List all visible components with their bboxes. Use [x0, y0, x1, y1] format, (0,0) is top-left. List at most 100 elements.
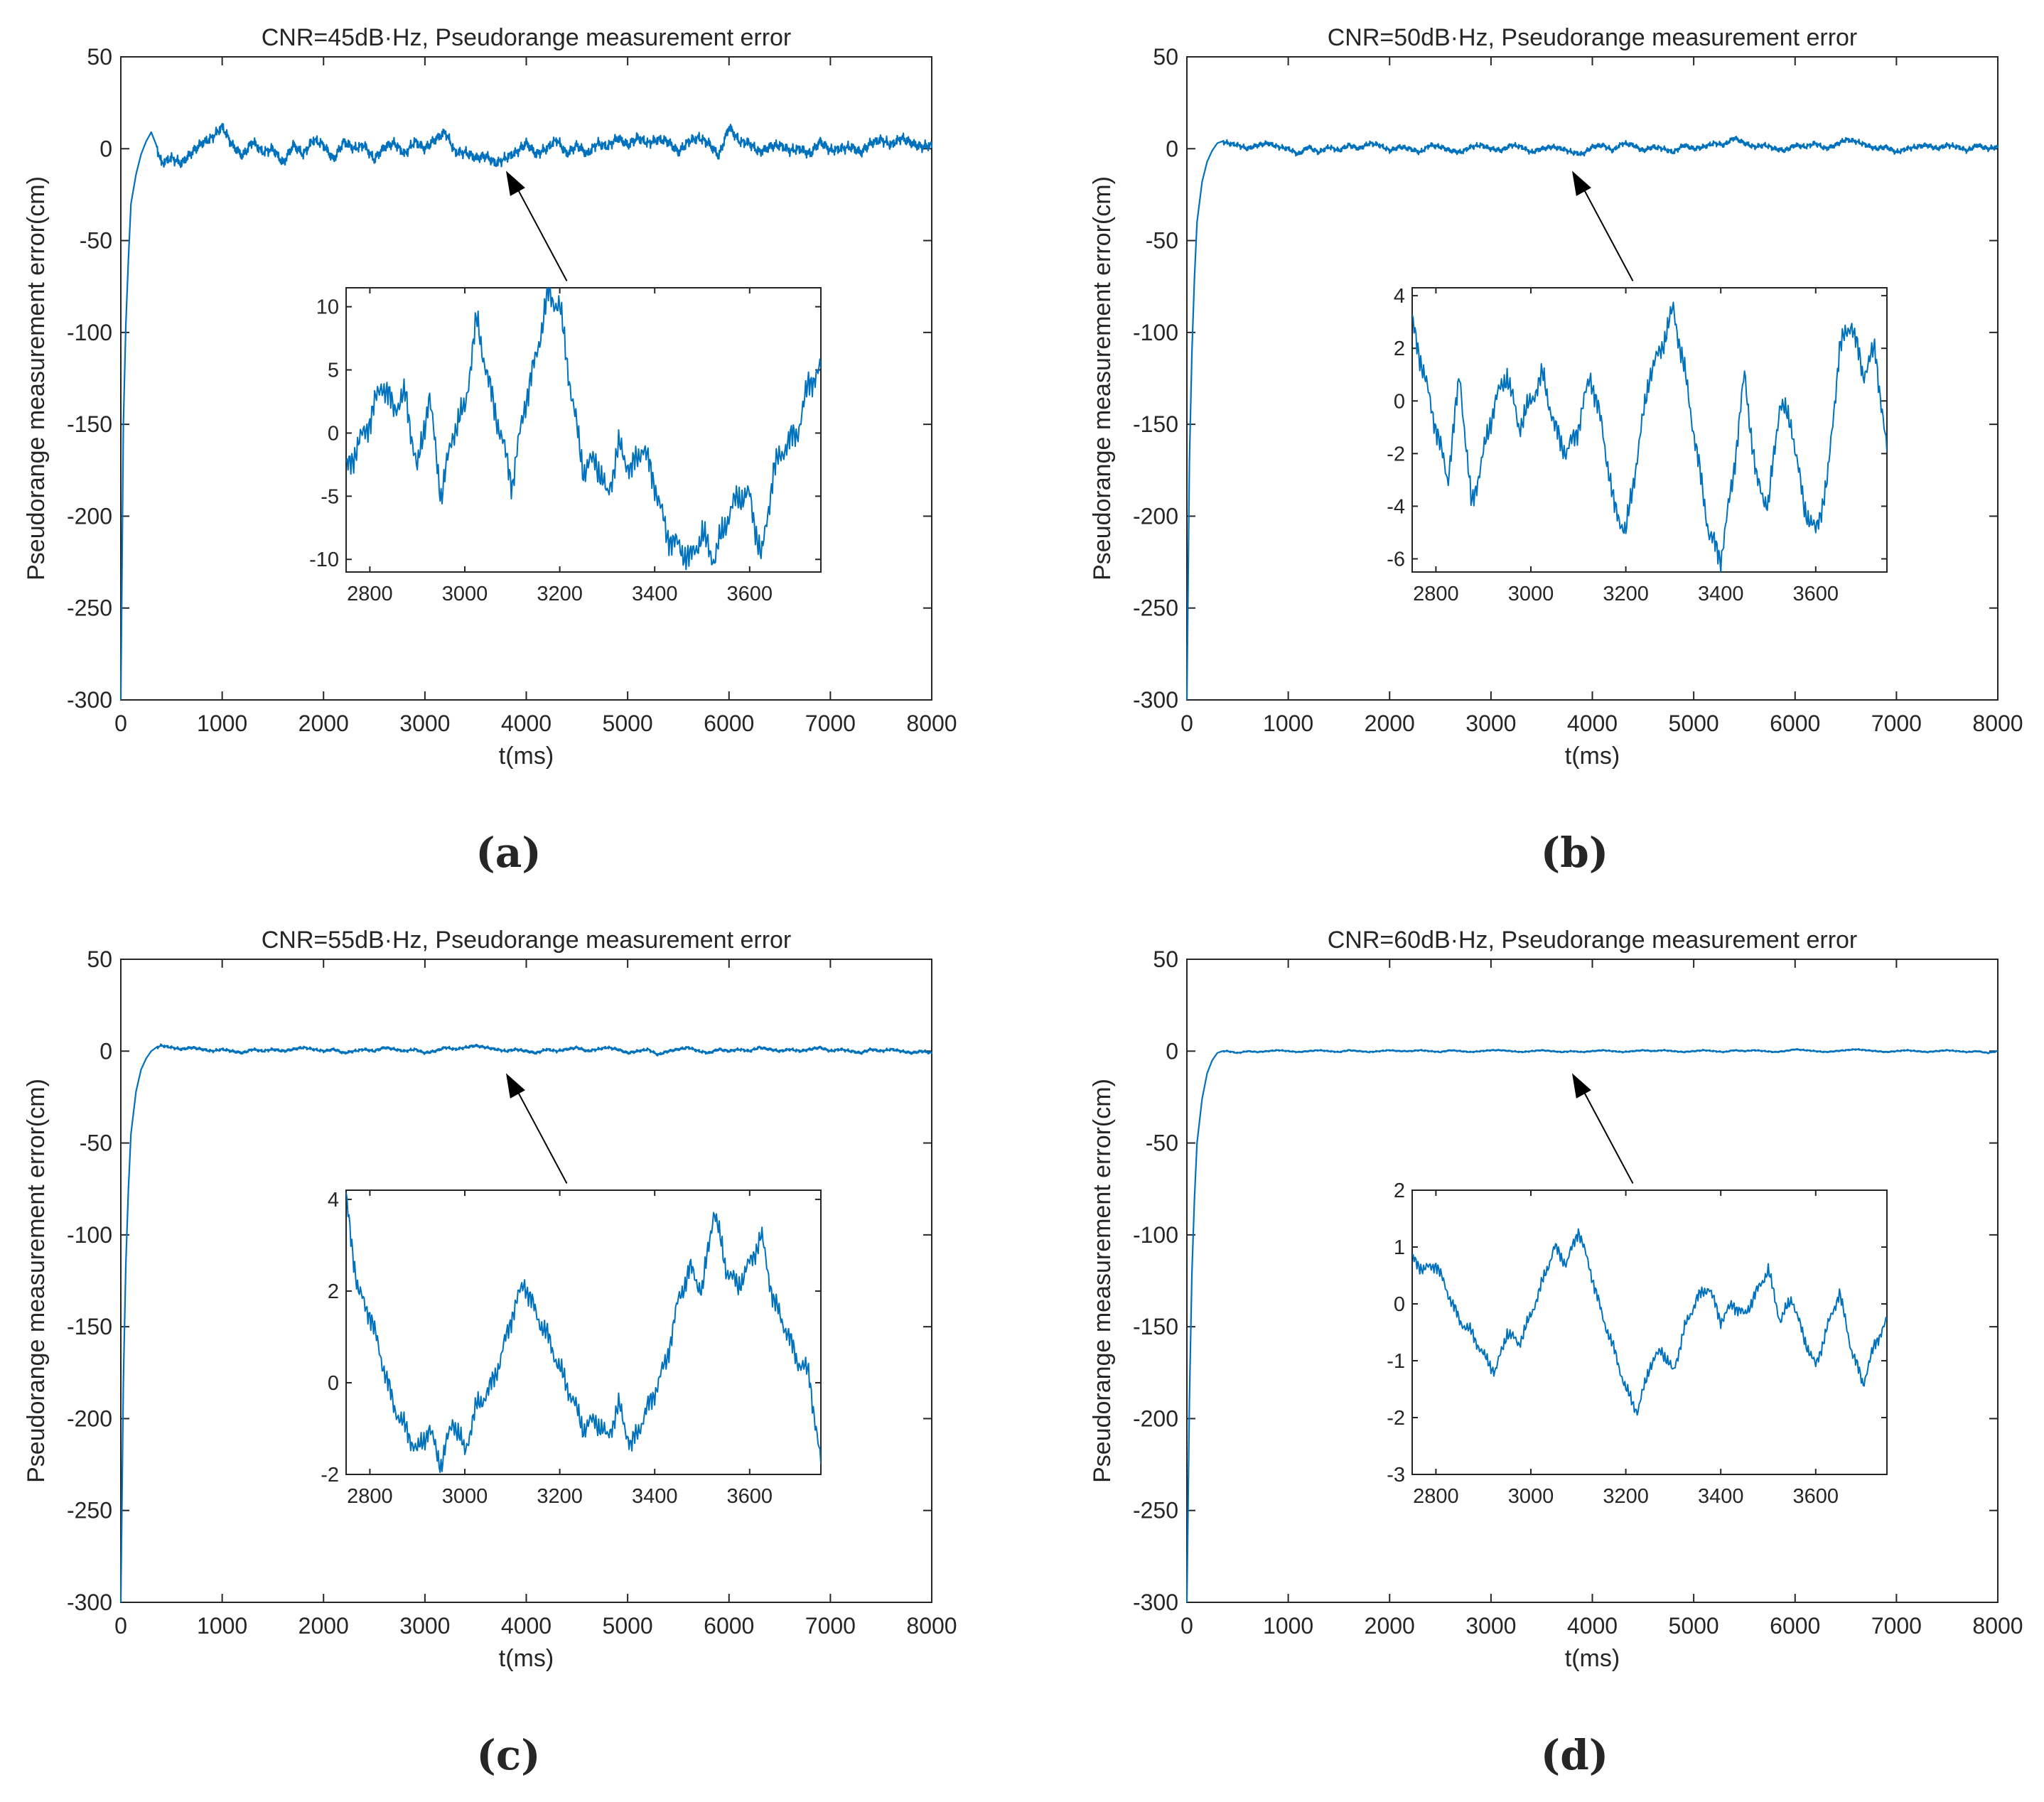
x-tick-label: 4000 [1567, 711, 1618, 736]
inset-y-tick-label: 0 [1394, 390, 1405, 413]
inset-chart: 2800 3000 3200 3400 3600 10 5 0 -5 -10 [309, 287, 822, 605]
inset-chart: 2800 3000 3200 3400 3600 4 2 0 -2 -4 -6 [1387, 285, 1888, 605]
x-tick-label: 2000 [1365, 1613, 1415, 1639]
inset-y-tick-label: 0 [328, 422, 339, 445]
zoom-arrow-line [511, 1079, 568, 1184]
x-tick-label: 3000 [1465, 711, 1516, 736]
y-tick-label: -200 [67, 503, 112, 529]
inset-y-tick-label: -4 [1387, 495, 1405, 518]
inset-y-tick-label: 2 [328, 1280, 339, 1303]
y-tick-label: -200 [1133, 503, 1178, 529]
y-tick-label: 50 [1153, 44, 1178, 70]
y-tick-label: -150 [1133, 411, 1178, 437]
panel-label: (b) [1541, 829, 1608, 877]
x-tick-label: 1000 [1263, 711, 1313, 736]
data-series-line [1185, 136, 1999, 701]
inset-x-tick-label: 3000 [1508, 1485, 1554, 1508]
inset-plot-area [1411, 1189, 1888, 1475]
inset-y-tick-label: -2 [1387, 443, 1405, 465]
x-tick-label: 0 [1180, 1613, 1193, 1639]
inset-x-tick-label: 2800 [1413, 583, 1459, 605]
y-tick-label: -250 [67, 595, 112, 621]
x-axis-label: t(ms) [499, 1645, 554, 1672]
x-tick-label: 6000 [1770, 1613, 1820, 1639]
x-tick-label: 5000 [1669, 1613, 1719, 1639]
y-tick-label: 50 [87, 44, 112, 70]
inset-x-tick-label: 3200 [1603, 1485, 1649, 1508]
chart-title: CNR=50dB·Hz, Pseudorange measurement err… [1328, 24, 1858, 51]
y-tick-label: -50 [80, 1131, 112, 1156]
inset-y-tick-label: -2 [1387, 1407, 1405, 1430]
x-tick-label: 8000 [1972, 1613, 2023, 1639]
inset-plot-area [345, 287, 822, 573]
y-tick-label: -100 [67, 320, 112, 345]
inset-chart: 2800 3000 3200 3400 3600 4 2 0 -2 [321, 1189, 822, 1508]
x-tick-label: 3000 [399, 711, 450, 736]
inset-x-tick-label: 3400 [1698, 583, 1744, 605]
inset-y-tick-label: -10 [309, 549, 339, 571]
panel-label: (c) [476, 1731, 540, 1779]
x-tick-label: 3000 [1465, 1613, 1516, 1639]
x-tick-label: 6000 [1770, 711, 1820, 736]
inset-x-tick-label: 3000 [1508, 583, 1554, 605]
y-tick-label: -250 [67, 1498, 112, 1523]
x-tick-label: 6000 [704, 711, 754, 736]
inset-x-tick-label: 3600 [727, 1485, 773, 1508]
x-tick-label: 1000 [1263, 1613, 1313, 1639]
chart-panel: 0 1000 2000 3000 4000 5000 6000 7000 8000 50 0 -50 -… [1089, 24, 2023, 877]
zoom-arrow-head [505, 1073, 525, 1099]
chart-panel: 0 1000 2000 3000 4000 5000 6000 7000 8000 50 0 -50 -… [1089, 927, 2023, 1779]
inset-x-tick-label: 2800 [1413, 1485, 1459, 1508]
inset-x-tick-label: 3600 [1793, 583, 1839, 605]
x-tick-label: 1000 [197, 711, 247, 736]
y-tick-label: -50 [1146, 1131, 1178, 1156]
inset-x-tick-label: 2800 [347, 583, 393, 605]
y-tick-label: -300 [1133, 687, 1178, 713]
inset-y-tick-label: 4 [328, 1189, 339, 1212]
x-tick-label: 3000 [399, 1613, 450, 1639]
chart-title: CNR=55dB·Hz, Pseudorange measurement err… [262, 927, 792, 954]
chart-panel: 0 1000 2000 3000 4000 5000 6000 7000 8000 50 0 -50 -… [23, 927, 957, 1779]
data-series-line [119, 1043, 933, 1603]
y-tick-label: -300 [67, 1590, 112, 1615]
y-tick-label: -50 [80, 228, 112, 254]
inset-x-tick-label: 3400 [1698, 1485, 1744, 1508]
inset-x-tick-label: 3600 [727, 583, 773, 605]
zoom-arrow-line [1577, 1079, 1634, 1184]
x-tick-label: 8000 [1972, 711, 2023, 736]
zoom-arrow-line [1577, 177, 1634, 281]
x-tick-label: 5000 [603, 711, 653, 736]
x-axis-label: t(ms) [1565, 743, 1620, 770]
zoom-arrow-head [505, 171, 525, 196]
y-axis-label: Pseudorange measurement error(cm) [23, 176, 50, 581]
x-tick-label: 7000 [805, 1613, 856, 1639]
inset-y-tick-label: -1 [1387, 1350, 1405, 1373]
x-tick-label: 8000 [906, 711, 957, 736]
x-tick-label: 2000 [1365, 711, 1415, 736]
y-axis-label: Pseudorange measurement error(cm) [1089, 176, 1116, 581]
inset-x-tick-label: 3200 [537, 1485, 583, 1508]
chart-title: CNR=60dB·Hz, Pseudorange measurement err… [1328, 927, 1858, 954]
x-tick-label: 0 [114, 1613, 127, 1639]
y-tick-label: -250 [1133, 1498, 1178, 1523]
y-tick-label: -100 [1133, 320, 1178, 345]
y-tick-label: -200 [1133, 1406, 1178, 1431]
y-tick-label: -100 [67, 1222, 112, 1248]
inset-y-tick-label: 4 [1394, 285, 1405, 308]
y-tick-label: 0 [1166, 1038, 1178, 1064]
y-tick-label: -250 [1133, 595, 1178, 621]
x-tick-label: 4000 [501, 711, 552, 736]
x-axis-label: t(ms) [499, 743, 554, 770]
y-tick-label: -300 [67, 687, 112, 713]
y-tick-label: -300 [1133, 1590, 1178, 1615]
zoom-arrow-head [1571, 1073, 1591, 1099]
x-tick-label: 0 [114, 711, 127, 736]
inset-x-tick-label: 3000 [442, 1485, 488, 1508]
x-tick-label: 5000 [603, 1613, 653, 1639]
x-tick-label: 1000 [197, 1613, 247, 1639]
inset-chart: 2800 3000 3200 3400 3600 2 1 0 -1 -2 -3 [1387, 1180, 1888, 1508]
y-tick-label: 0 [1166, 136, 1178, 161]
inset-x-tick-label: 3400 [632, 583, 678, 605]
y-tick-label: -50 [1146, 228, 1178, 254]
